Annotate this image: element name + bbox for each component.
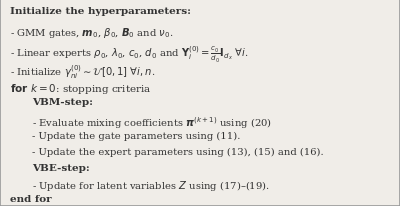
Text: - GMM gates, $\boldsymbol{m}_0$, $\beta_0$, $\boldsymbol{B}_0$ and $\nu_0$.: - GMM gates, $\boldsymbol{m}_0$, $\beta_… <box>10 26 173 40</box>
Text: Initialize the hyperparameters:: Initialize the hyperparameters: <box>10 7 191 16</box>
Text: - Initialize $\gamma_{ni}^{(0)} \sim \mathcal{U}[0, 1]$ $\forall i, n$.: - Initialize $\gamma_{ni}^{(0)} \sim \ma… <box>10 63 155 81</box>
Text: - Update the expert parameters using (13), (15) and (16).: - Update the expert parameters using (13… <box>32 147 324 156</box>
Text: - Evaluate mixing coefficients $\boldsymbol{\pi}^{(k+1)}$ using (20): - Evaluate mixing coefficients $\boldsym… <box>32 114 272 130</box>
Text: VBM-step:: VBM-step: <box>32 98 93 107</box>
Text: - Update the gate parameters using (11).: - Update the gate parameters using (11). <box>32 131 240 140</box>
Text: $\mathbf{for}$ $k = 0$: stopping criteria: $\mathbf{for}$ $k = 0$: stopping criteri… <box>10 81 152 95</box>
Text: end for: end for <box>10 194 52 203</box>
Text: VBE-step:: VBE-step: <box>32 163 90 172</box>
Text: - Update for latent variables $Z$ using (17)–(19).: - Update for latent variables $Z$ using … <box>32 178 270 192</box>
Text: - Linear experts $\rho_0$, $\lambda_0$, $c_0$, $d_0$ and $\mathbf{\Upsilon}_i^{(: - Linear experts $\rho_0$, $\lambda_0$, … <box>10 44 249 64</box>
